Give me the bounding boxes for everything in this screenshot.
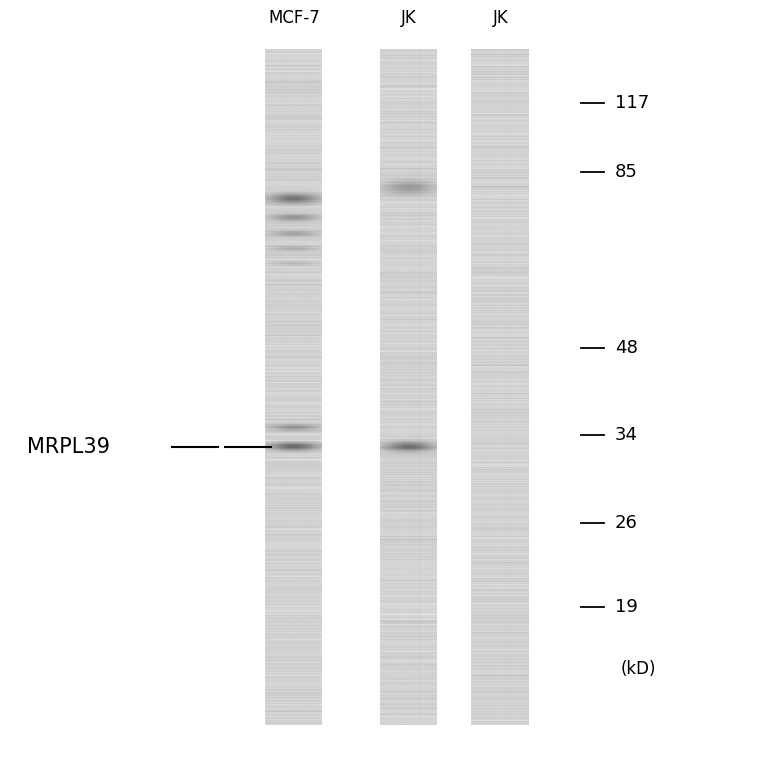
Text: 19: 19: [615, 598, 638, 617]
Text: 117: 117: [615, 94, 649, 112]
Text: MCF-7: MCF-7: [268, 8, 320, 27]
Text: 85: 85: [615, 163, 638, 181]
Text: 34: 34: [615, 426, 638, 445]
Text: 48: 48: [615, 338, 638, 357]
Text: MRPL39: MRPL39: [27, 437, 110, 457]
Text: (kD): (kD): [620, 659, 656, 678]
Text: 26: 26: [615, 514, 638, 533]
Text: JK: JK: [401, 8, 416, 27]
Text: JK: JK: [493, 8, 508, 27]
